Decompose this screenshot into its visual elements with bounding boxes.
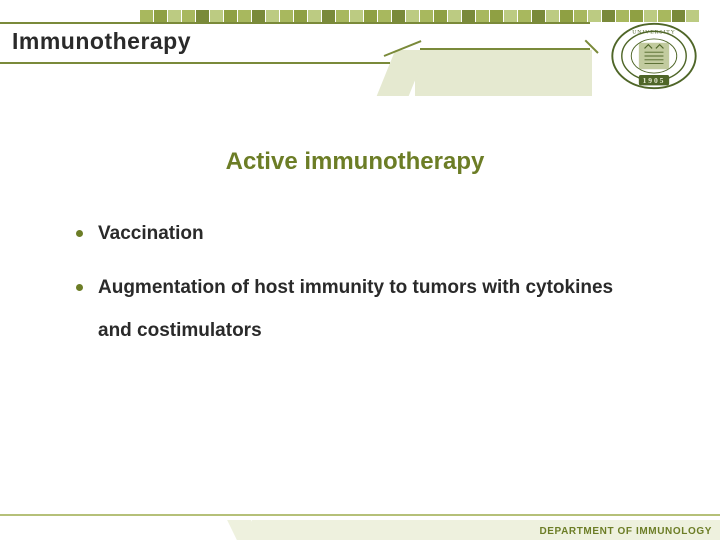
color-square [490, 10, 503, 22]
color-square [210, 10, 223, 22]
color-square [196, 10, 209, 22]
bullet-list: Vaccination Augmentation of host immunity… [70, 212, 650, 353]
color-square [574, 10, 587, 22]
slide-body: Active immunotherapy Vaccination Augmenta… [0, 148, 720, 363]
color-square [406, 10, 419, 22]
bullet-item: Augmentation of host immunity to tumors … [70, 266, 650, 353]
decoration-line [0, 22, 590, 24]
color-square [448, 10, 461, 22]
bullet-item: Vaccination [70, 212, 650, 256]
color-square [420, 10, 433, 22]
svg-text:1905: 1905 [643, 76, 666, 85]
color-square [322, 10, 335, 22]
color-square [532, 10, 545, 22]
color-square [462, 10, 475, 22]
color-square [350, 10, 363, 22]
color-square [294, 10, 307, 22]
color-square [504, 10, 517, 22]
color-square [546, 10, 559, 22]
color-square [266, 10, 279, 22]
decoration-line [0, 62, 390, 64]
color-square [378, 10, 391, 22]
header: Immunotherapy UNIVERSITY 1905 [0, 0, 720, 96]
color-square [280, 10, 293, 22]
slide-subtitle: Active immunotherapy [60, 148, 650, 176]
decoration-line [420, 48, 590, 50]
color-square [560, 10, 573, 22]
footer-text: DEPARTMENT OF IMMUNOLOGY [539, 526, 712, 537]
slide-title: Immunotherapy [12, 28, 191, 55]
color-square [154, 10, 167, 22]
svg-text:UNIVERSITY: UNIVERSITY [632, 29, 676, 35]
university-logo-icon: UNIVERSITY 1905 [606, 20, 702, 92]
color-square [392, 10, 405, 22]
slide: Immunotherapy UNIVERSITY 1905 [0, 0, 720, 540]
color-square [588, 10, 601, 22]
color-square [238, 10, 251, 22]
color-square [140, 10, 153, 22]
color-square [224, 10, 237, 22]
color-square [434, 10, 447, 22]
decoration-line [0, 514, 720, 516]
color-square [518, 10, 531, 22]
decoration-fill [415, 50, 592, 96]
footer: DEPARTMENT OF IMMUNOLOGY [0, 514, 720, 540]
color-square [252, 10, 265, 22]
color-square [308, 10, 321, 22]
color-square [182, 10, 195, 22]
color-square [336, 10, 349, 22]
color-square [168, 10, 181, 22]
color-square [364, 10, 377, 22]
color-square [476, 10, 489, 22]
